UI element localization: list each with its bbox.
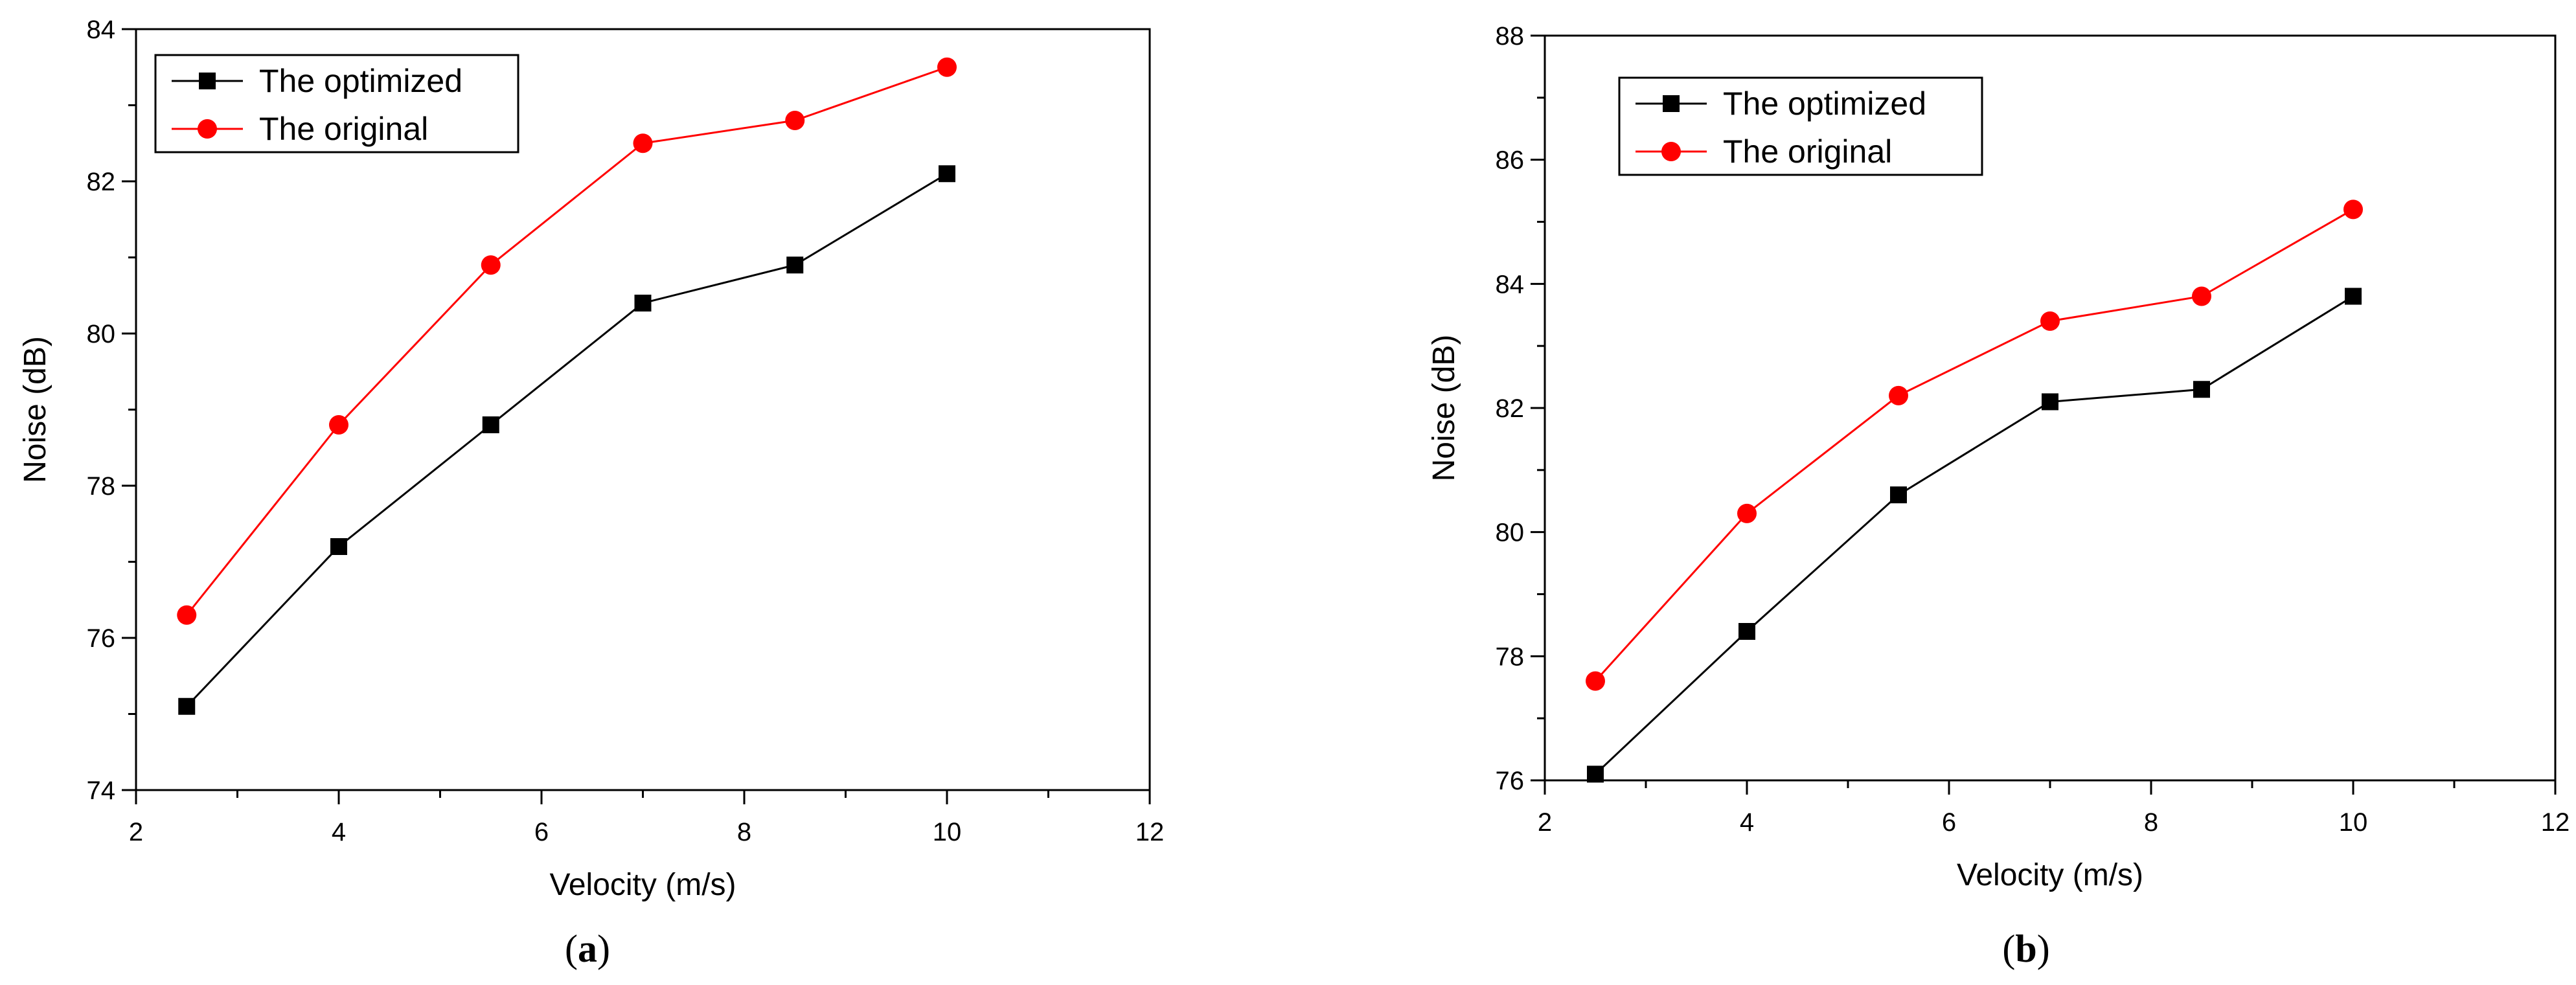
data-point-original [633,133,653,153]
chart-panel-b: 2 4 6 8 10 12 76 78 80 82 84 86 88 Velocity (m/s) Nois… [1427,22,2570,970]
data-point-optimized [1890,486,1907,504]
series-line-optimized [1594,295,2354,775]
x-tick-label: 4 [332,818,346,846]
x-tick-label: 12 [1135,818,1165,846]
legend-marker [199,73,216,89]
panel-caption-open: ( [565,927,578,970]
y-tick-label: 74 [87,776,116,805]
x-axis-label: Velocity (m/s) [549,868,736,902]
panel-caption-letter: a [578,927,597,970]
panel-caption: (a) [565,927,610,970]
legend-label: The optimized [259,63,462,99]
y-tick-label: 82 [1496,394,1525,423]
data-point-original [177,605,197,625]
y-tick-label: 84 [87,16,116,44]
legend-label: The original [259,111,428,147]
legend-marker [1663,95,1680,112]
data-point-original [785,111,805,130]
x-tick-label: 8 [737,818,751,846]
data-point-original [937,57,957,77]
chart-panel-a: 2 4 6 8 10 12 74 76 78 80 82 84 Velocity (m/s) Noise … [18,16,1164,970]
panel-caption-open: ( [2002,927,2015,970]
x-tick-label: 6 [534,818,549,846]
series-line-optimized [186,172,948,707]
data-point-original [2343,199,2363,220]
legend-box [154,54,519,153]
y-axis-label: Noise (dB) [1427,335,1461,482]
data-point-original [1586,671,1605,691]
legend-marker [198,119,217,139]
x-tick-label: 2 [1538,808,1552,837]
y-tick-label: 86 [1496,146,1525,175]
legend-box [1618,76,1983,176]
x-axis-label: Velocity (m/s) [1957,858,2143,892]
y-tick-label: 78 [87,472,116,501]
data-point-optimized [178,697,196,715]
y-tick-label: 80 [1496,519,1525,547]
legend-label: The optimized [1723,85,1926,122]
x-tick-label: 4 [1740,808,1754,837]
data-point-optimized [2345,288,2362,305]
data-point-optimized [2042,393,2058,411]
data-point-original [2040,311,2060,331]
x-tick-label: 8 [2144,808,2158,837]
x-tick-label: 10 [933,818,962,846]
data-point-original [2192,286,2211,306]
data-point-optimized [1738,623,1755,640]
legend: The optimized The original [154,54,519,153]
y-tick-label: 82 [87,168,116,196]
series-line-original [1594,209,2354,682]
x-tick-label: 10 [2339,808,2368,837]
panel-caption-close: ) [597,927,610,970]
legend-label: The original [1723,133,1892,170]
y-tick-label: 80 [87,320,116,348]
y-tick-label: 84 [1496,270,1525,299]
y-tick-label: 78 [1496,642,1525,671]
panel-caption: (b) [2002,927,2049,970]
data-point-original [1889,385,1908,405]
data-point-optimized [786,256,804,274]
data-point-optimized [1587,765,1604,783]
y-axis-label: Noise (dB) [18,336,52,483]
data-point-optimized [634,295,652,311]
x-tick-label: 12 [2541,808,2570,837]
series-line-original [186,66,948,616]
data-point-optimized [330,538,347,555]
x-tick-label: 2 [129,818,143,846]
y-tick-label: 76 [87,624,116,653]
legend-marker [1661,142,1681,161]
legend: The optimized The original [1618,76,1983,176]
data-point-original [481,255,501,275]
data-point-original [329,415,348,435]
panel-caption-close: ) [2037,927,2050,970]
panel-caption-letter: b [2015,927,2036,970]
y-tick-label: 88 [1496,22,1525,51]
data-point-optimized [939,165,955,183]
y-tick-label: 76 [1496,767,1525,795]
data-point-original [1737,503,1757,523]
x-tick-label: 6 [1942,808,1956,837]
data-point-optimized [2193,381,2210,398]
data-point-optimized [482,416,499,433]
